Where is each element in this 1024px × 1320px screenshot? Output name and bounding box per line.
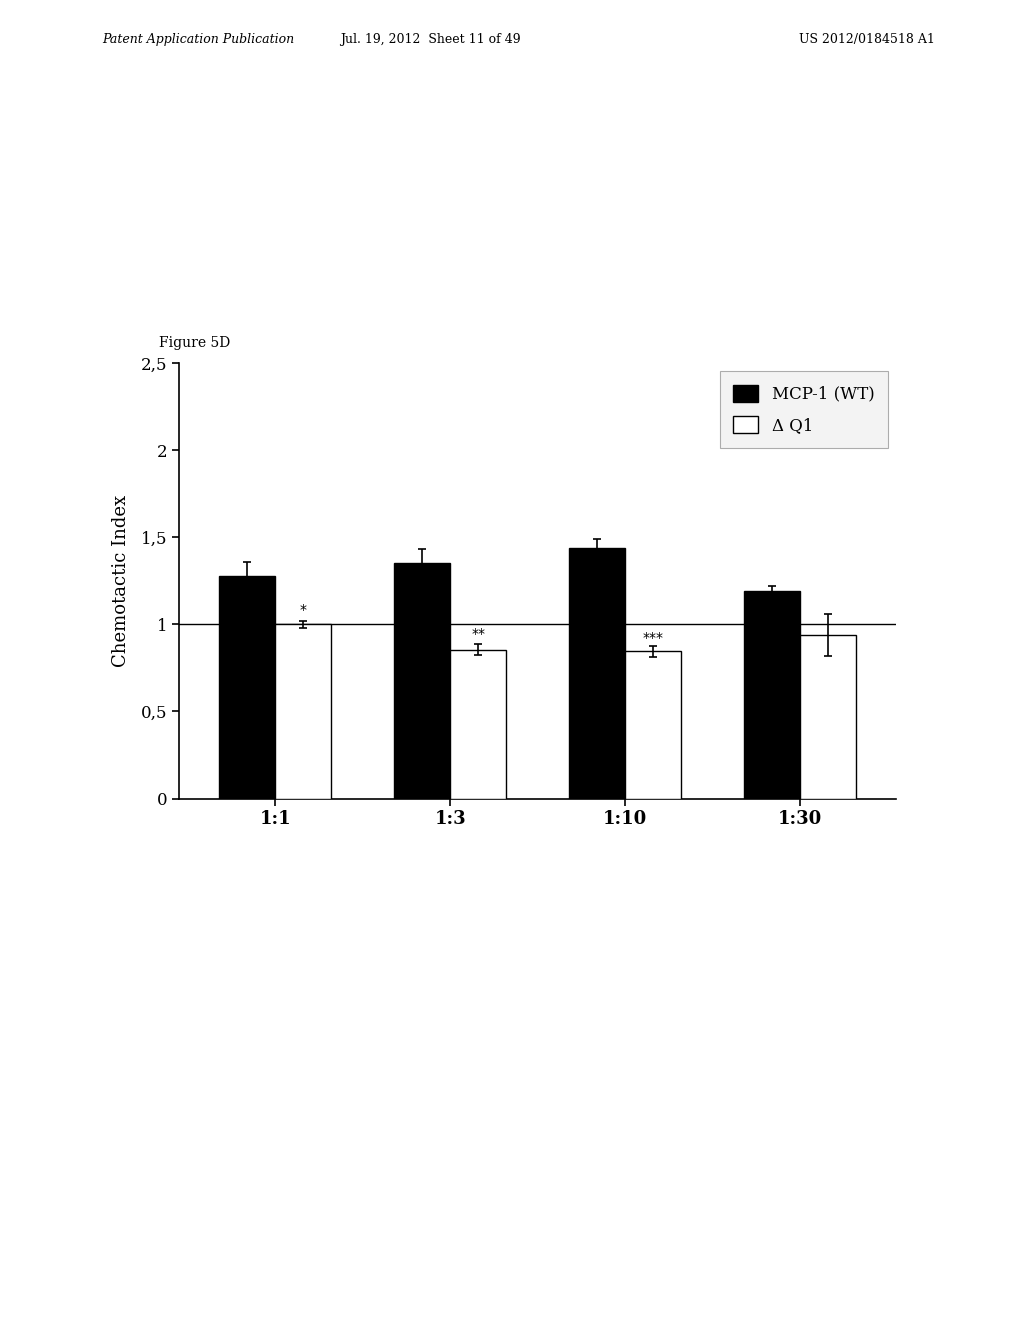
Y-axis label: Chemotactic Index: Chemotactic Index <box>112 495 130 667</box>
Text: Jul. 19, 2012  Sheet 11 of 49: Jul. 19, 2012 Sheet 11 of 49 <box>340 33 520 46</box>
Legend: MCP-1 (WT), Δ Q1: MCP-1 (WT), Δ Q1 <box>720 371 888 447</box>
Bar <box>625 651 681 799</box>
Bar <box>569 548 625 799</box>
Bar <box>275 624 332 799</box>
Bar <box>800 635 856 799</box>
Bar <box>219 576 275 799</box>
Text: Figure 5D: Figure 5D <box>159 335 230 350</box>
Text: US 2012/0184518 A1: US 2012/0184518 A1 <box>799 33 935 46</box>
Text: Patent Application Publication: Patent Application Publication <box>102 33 295 46</box>
Text: *: * <box>300 603 307 618</box>
Bar <box>451 649 506 799</box>
Bar <box>394 564 451 799</box>
Text: **: ** <box>471 627 485 642</box>
Bar <box>743 591 800 799</box>
Text: ***: *** <box>642 631 664 645</box>
